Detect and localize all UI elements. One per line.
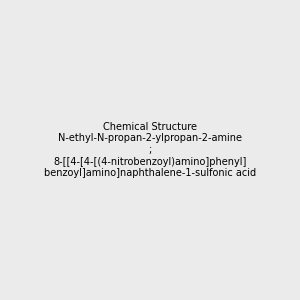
- Text: Chemical Structure
N-ethyl-N-propan-2-ylpropan-2-amine
;
8-[[4-[4-[(4-nitrobenzo: Chemical Structure N-ethyl-N-propan-2-yl…: [44, 122, 256, 178]
